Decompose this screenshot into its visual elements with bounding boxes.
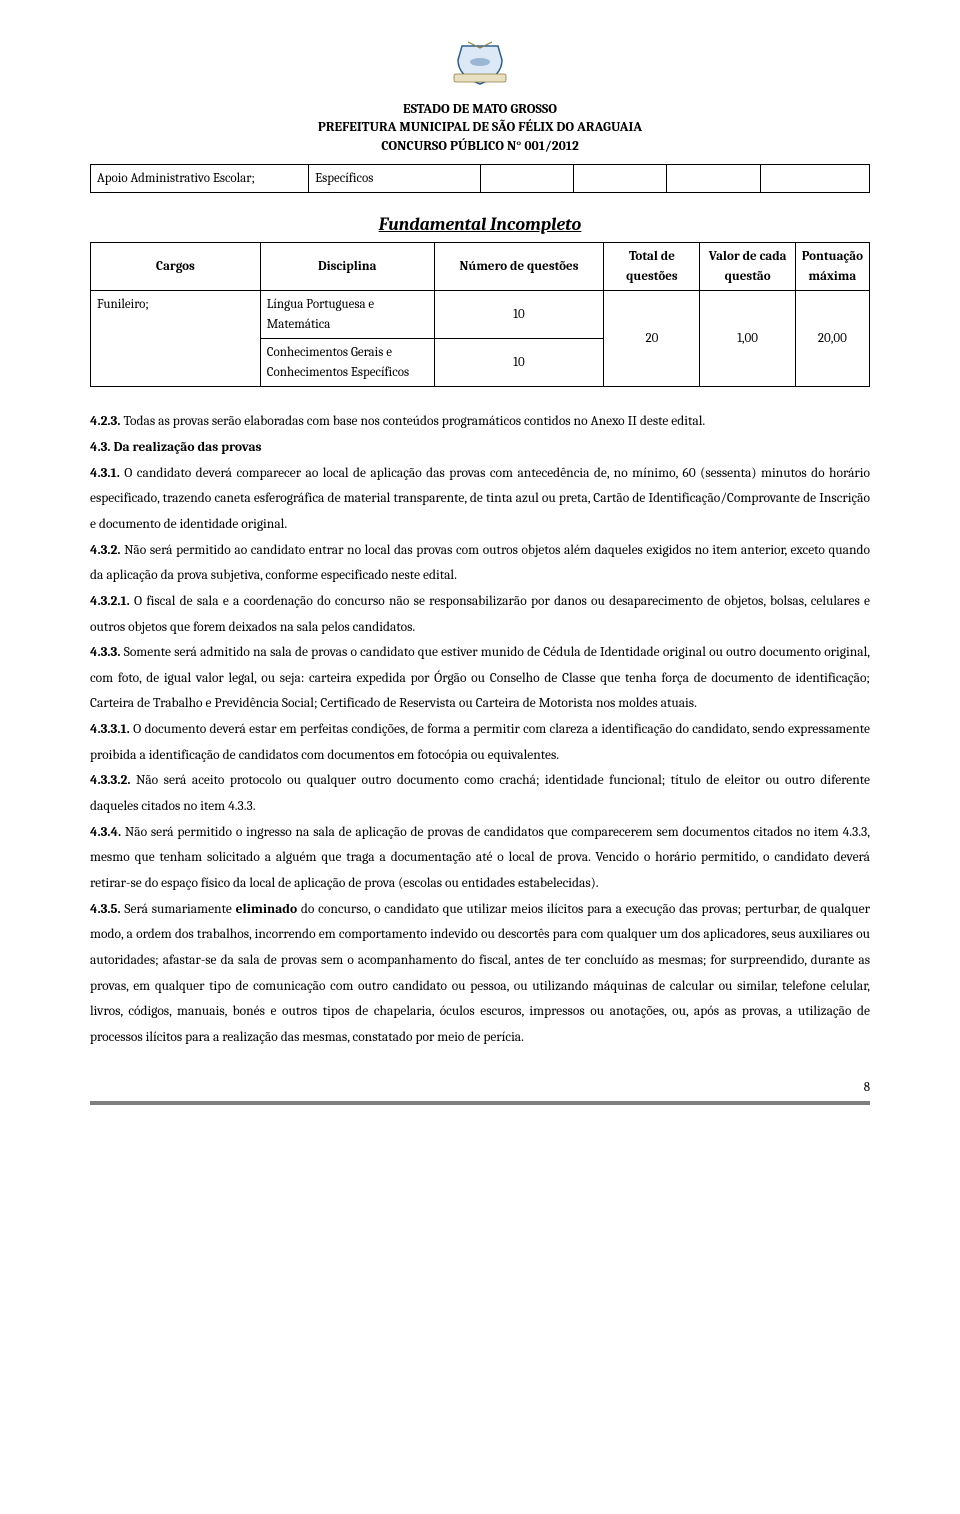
item-number: 4.3.2.1. [90,594,130,609]
para-4-3-3-1: 4.3.3.1. O documento deverá estar em per… [90,717,870,768]
para-4-3-1: 4.3.1. O candidato deverá comparecer ao … [90,461,870,538]
item-text: Não será permitido o ingresso na sala de… [90,825,870,891]
table-header-row: Cargos Disciplina Número de questões Tot… [91,243,870,291]
table-row: Funileiro; Língua Portuguesa e Matemátic… [91,291,870,339]
cell-empty [667,164,760,193]
table-row: Apoio Administrativo Escolar; Específico… [91,164,870,193]
item-text: O documento deverá estar em perfeitas co… [90,722,870,763]
cell-disciplina: Específicos [309,164,480,193]
cell-empty [573,164,666,193]
cell-valor: 1,00 [700,291,795,387]
item-text: O candidato deverá comparecer ao local d… [90,466,870,532]
page-number: 8 [90,1078,870,1098]
cell-cargo: Apoio Administrativo Escolar; [91,164,309,193]
header-line-2: PREFEITURA MUNICIPAL DE SÃO FÉLIX DO ARA… [90,119,870,137]
th-valor: Valor de cada questão [700,243,795,291]
para-4-3: 4.3. Da realização das provas [90,435,870,461]
item-text: do concurso, o candidato que utilizar me… [90,902,870,1045]
para-4-2-3: 4.2.3. Todas as provas serão elaboradas … [90,409,870,435]
document-header: ESTADO DE MATO GROSSO PREFEITURA MUNICIP… [90,101,870,156]
cell-pontuacao: 20,00 [795,291,869,387]
para-4-3-3-2: 4.3.3.2. Não será aceito protocolo ou qu… [90,768,870,819]
cell-numero: 10 [434,291,604,339]
cell-cargo: Funileiro; [91,291,261,387]
para-4-3-2: 4.3.2. Não será permitido ao candidato e… [90,538,870,589]
th-disciplina: Disciplina [260,243,434,291]
logo-container [90,40,870,95]
item-number: 4.3.2. [90,543,120,558]
th-pontuacao: Pontuação máxima [795,243,869,291]
item-number: 4.3.3. [90,645,121,660]
item-text: Todas as provas serão elaboradas com bas… [120,414,705,429]
cell-empty [480,164,573,193]
item-number: 4.3.3.2. [90,773,130,788]
item-number: 4.3.1. [90,466,120,481]
cell-disciplina: Conhecimentos Gerais e Conhecimentos Esp… [260,339,434,387]
para-4-3-5: 4.3.5. Será sumariamente eliminado do co… [90,897,870,1051]
para-4-3-3: 4.3.3. Somente será admitido na sala de … [90,640,870,717]
para-4-3-2-1: 4.3.2.1. O fiscal de sala e a coordenaçã… [90,589,870,640]
header-line-1: ESTADO DE MATO GROSSO [90,101,870,119]
item-text: Não será aceito protocolo ou qualquer ou… [90,773,870,814]
header-line-3: CONCURSO PÚBLICO N° 001/2012 [90,138,870,156]
cell-disciplina: Língua Portuguesa e Matemática [260,291,434,339]
para-4-3-4: 4.3.4. Não será permitido o ingresso na … [90,820,870,897]
body-text: 4.2.3. Todas as provas serão elaboradas … [90,409,870,1050]
item-text: Não será permitido ao candidato entrar n… [90,543,870,584]
municipal-crest-icon [448,40,512,88]
th-cargos: Cargos [91,243,261,291]
th-numero: Número de questões [434,243,604,291]
prova-table: Cargos Disciplina Número de questões Tot… [90,242,870,387]
cell-numero: 10 [434,339,604,387]
item-number: 4.3.5. [90,902,121,917]
item-text: Será sumariamente [121,902,236,917]
th-total: Total de questões [604,243,700,291]
item-heading: 4.3. Da realização das provas [90,440,262,455]
item-text: Somente será admitido na sala de provas … [90,645,870,711]
item-number: 4.3.4. [90,825,121,840]
continuation-table: Apoio Administrativo Escolar; Específico… [90,164,870,194]
section-title: Fundamental Incompleto [90,211,870,238]
cell-total: 20 [604,291,700,387]
item-text: O fiscal de sala e a coordenação do conc… [90,594,870,635]
item-number: 4.3.3.1. [90,722,130,737]
item-emphasis: eliminado [236,902,298,917]
cell-empty [760,164,869,193]
page-footer-bar [90,1101,870,1105]
item-number: 4.2.3. [90,414,120,429]
